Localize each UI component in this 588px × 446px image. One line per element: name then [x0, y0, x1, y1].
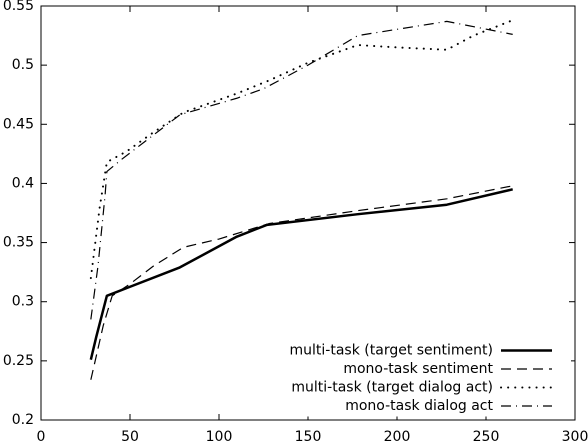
legend-label: multi-task (target sentiment) — [290, 343, 493, 359]
x-tick-label: 50 — [121, 429, 139, 445]
legend-label: multi-task (target dialog act) — [291, 380, 493, 396]
x-tick-label: 300 — [562, 429, 588, 445]
y-tick-label: 0.45 — [3, 116, 34, 132]
x-tick-label: 0 — [37, 429, 46, 445]
series-line — [90, 20, 513, 320]
y-tick-label: 0.3 — [12, 294, 34, 310]
x-tick-label: 200 — [384, 429, 411, 445]
y-tick-label: 0.55 — [3, 0, 34, 14]
y-tick-label: 0.35 — [3, 235, 34, 251]
legend-label: mono-task sentiment — [343, 361, 493, 377]
x-tick-label: 250 — [473, 429, 500, 445]
legend-label: mono-task dialog act — [345, 398, 493, 414]
series-line — [89, 19, 514, 280]
y-tick-label: 0.4 — [12, 175, 34, 191]
y-tick-label: 0.5 — [12, 57, 34, 73]
y-tick-label: 0.2 — [12, 412, 34, 428]
series-line — [89, 188, 513, 360]
x-tick-label: 100 — [206, 429, 233, 445]
y-tick-label: 0.25 — [3, 353, 34, 369]
x-tick-label: 150 — [295, 429, 322, 445]
